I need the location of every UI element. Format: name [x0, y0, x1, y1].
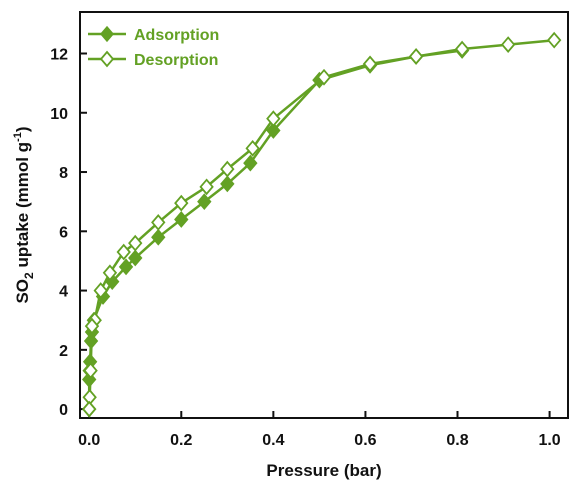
y-axis-ticks: 0 2 4 6 8 10 12 — [50, 46, 87, 419]
desorption-point — [82, 400, 97, 418]
desorption-point — [174, 194, 189, 212]
desorption-point — [102, 264, 118, 282]
y-tick-label: 4 — [59, 284, 68, 301]
adsorption-point — [118, 258, 134, 276]
adsorption-point — [128, 249, 143, 267]
legend-marker-adsorption — [100, 25, 114, 43]
legend-label-desorption: Desorption — [134, 52, 218, 69]
y-tick-label: 0 — [59, 402, 68, 419]
legend: Adsorption Desorption — [88, 25, 219, 69]
adsorption-point — [197, 193, 212, 211]
x-tick-label: 0.8 — [446, 432, 468, 449]
series-layer — [82, 31, 562, 418]
desorption-point — [84, 317, 100, 335]
adsorption-line — [87, 49, 463, 410]
desorption-point — [245, 139, 260, 157]
desorption-point — [128, 234, 143, 252]
desorption-point — [454, 40, 470, 58]
y-tick-label: 2 — [59, 343, 68, 360]
adsorption-point — [220, 175, 235, 193]
adsorption-point — [266, 122, 281, 139]
desorption-point — [93, 282, 108, 299]
desorption-point — [116, 243, 131, 261]
y-axis-label: SO2 uptake (mmol g-1) — [12, 126, 36, 303]
adsorption-point — [151, 228, 166, 246]
x-tick-label: 0.6 — [354, 432, 376, 449]
legend-marker-desorption — [99, 50, 115, 68]
x-tick-label: 0.4 — [262, 432, 284, 449]
adsorption-point — [174, 211, 189, 228]
desorption-point — [547, 31, 562, 49]
desorption-point — [362, 55, 378, 73]
desorption-point — [151, 214, 166, 231]
adsorption-point — [243, 154, 258, 172]
plot-frame — [79, 11, 569, 419]
x-tick-label: 1.0 — [538, 432, 560, 449]
x-tick-label: 0.0 — [78, 432, 100, 449]
desorption-point — [316, 68, 332, 86]
y-tick-label: 10 — [50, 106, 68, 123]
desorption-point — [83, 362, 98, 379]
x-axis-ticks: 0.0 0.2 0.4 0.6 0.8 1.0 — [78, 411, 561, 449]
desorption-point — [500, 36, 516, 53]
desorption-point — [408, 48, 424, 65]
x-axis-label: Pressure (bar) — [266, 461, 381, 480]
desorption-point — [220, 160, 235, 178]
x-tick-label: 0.2 — [170, 432, 192, 449]
y-tick-label: 8 — [59, 165, 68, 182]
desorption-point — [266, 110, 281, 128]
desorption-point — [199, 178, 214, 196]
legend-label-adsorption: Adsorption — [134, 27, 219, 44]
y-tick-label: 6 — [59, 224, 68, 241]
y-tick-label: 12 — [50, 46, 68, 63]
